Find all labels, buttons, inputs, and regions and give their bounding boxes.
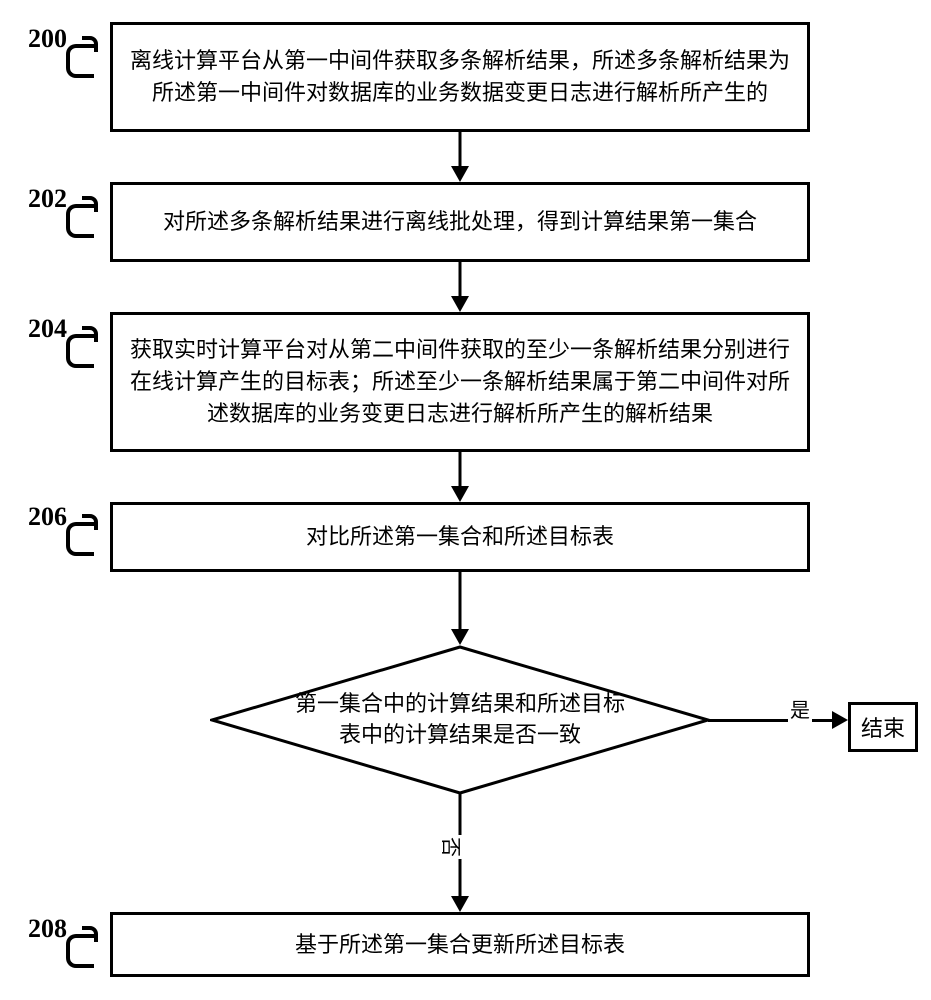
step-text: 基于所述第一集合更新所述目标表 (295, 929, 625, 961)
edge (459, 572, 462, 629)
step-ref-204: 204 (28, 314, 67, 344)
process-step-204: 获取实时计算平台对从第二中间件获取的至少一条解析结果分别进行在线计算产生的目标表… (110, 312, 810, 452)
edge (459, 262, 462, 296)
step-ref-206: 206 (28, 502, 67, 532)
arrow-down-icon (451, 629, 469, 645)
arrow-down-icon (451, 486, 469, 502)
edge (708, 719, 832, 722)
decision-text: 第一集合中的计算结果和所述目标表中的计算结果是否一致 (285, 689, 635, 751)
step-ref-202: 202 (28, 184, 67, 214)
ref-hook (66, 204, 94, 238)
ref-text: 208 (28, 914, 67, 943)
process-step-200: 离线计算平台从第一中间件获取多条解析结果，所述多条解析结果为所述第一中间件对数据… (110, 22, 810, 132)
ref-text: 200 (28, 24, 67, 53)
step-text: 获取实时计算平台对从第二中间件获取的至少一条解析结果分别进行在线计算产生的目标表… (125, 334, 795, 430)
edge (459, 132, 462, 166)
ref-text: 206 (28, 502, 67, 531)
ref-hook (66, 44, 94, 78)
process-step-208: 基于所述第一集合更新所述目标表 (110, 912, 810, 977)
decision-node: 第一集合中的计算结果和所述目标表中的计算结果是否一致 (210, 645, 710, 795)
arrow-right-icon (832, 711, 848, 729)
step-text: 对所述多条解析结果进行离线批处理，得到计算结果第一集合 (163, 206, 757, 238)
terminal-end: 结束 (848, 702, 918, 752)
step-ref-200: 200 (28, 24, 67, 54)
arrow-down-icon (451, 896, 469, 912)
step-ref-208: 208 (28, 914, 67, 944)
edge (459, 452, 462, 486)
ref-hook (66, 522, 94, 556)
edge-label-yes: 是 (788, 694, 812, 723)
flowchart-canvas: 200 202 204 206 208 离线计算平台从第一中间件获取多条解析结果… (0, 0, 931, 1000)
process-step-206: 对比所述第一集合和所述目标表 (110, 502, 810, 572)
step-text: 对比所述第一集合和所述目标表 (306, 521, 614, 553)
process-step-202: 对所述多条解析结果进行离线批处理，得到计算结果第一集合 (110, 182, 810, 262)
arrow-down-icon (451, 296, 469, 312)
ref-hook (66, 934, 94, 968)
ref-text: 204 (28, 314, 67, 343)
step-text: 离线计算平台从第一中间件获取多条解析结果，所述多条解析结果为所述第一中间件对数据… (125, 45, 795, 109)
arrow-down-icon (451, 166, 469, 182)
end-text: 结束 (861, 716, 905, 741)
ref-hook (66, 334, 94, 368)
ref-text: 202 (28, 184, 67, 213)
edge-label-no: 否 (438, 835, 467, 859)
